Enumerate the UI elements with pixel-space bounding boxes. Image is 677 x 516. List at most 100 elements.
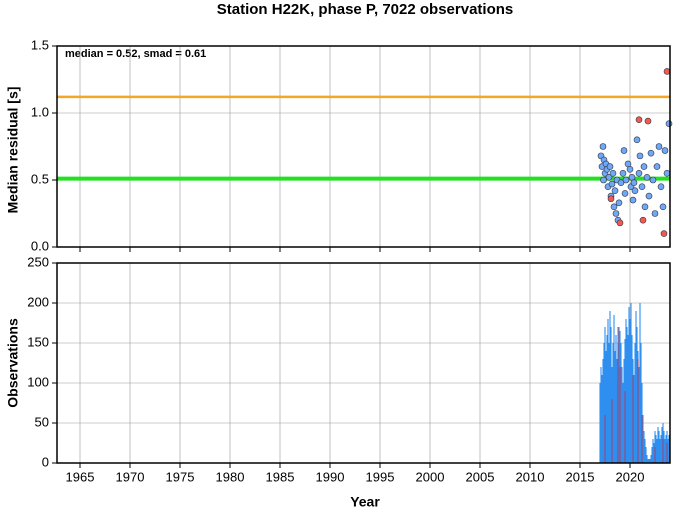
bar: [653, 443, 655, 463]
point: [657, 183, 665, 190]
bar: [606, 335, 608, 463]
bar: [605, 351, 607, 463]
x-tick-label: 2000: [416, 469, 445, 484]
bar: [651, 447, 653, 463]
x-tick-label: 2015: [566, 469, 595, 484]
bar: [662, 439, 664, 463]
bar: [621, 367, 623, 463]
bar: [635, 311, 637, 463]
bar: [667, 439, 669, 463]
point: [643, 174, 651, 181]
point: [599, 143, 607, 150]
bar: [615, 335, 617, 463]
bar: [659, 439, 661, 463]
x-tick-label: 2020: [616, 469, 645, 484]
point: [663, 68, 671, 75]
point: [610, 203, 618, 211]
point: [605, 174, 613, 181]
bar: [668, 435, 670, 463]
plot-frame: [56, 45, 671, 248]
bar: [617, 327, 619, 463]
bar: [644, 439, 646, 463]
bar: [610, 327, 612, 463]
point: [665, 120, 673, 128]
y-tick-label: 50: [35, 414, 49, 429]
bar: [647, 459, 649, 463]
bar: [637, 359, 639, 463]
bar: [639, 303, 641, 463]
point: [608, 180, 616, 188]
bar: [614, 351, 616, 463]
x-tick-label: 1980: [216, 469, 245, 484]
x-tick-label: 1975: [166, 469, 195, 484]
bar: [657, 427, 659, 463]
point: [653, 163, 661, 170]
bar: [609, 311, 611, 463]
point: [660, 230, 668, 237]
bar: [655, 435, 657, 463]
point: [630, 179, 638, 186]
point: [626, 165, 634, 173]
bar: [624, 391, 626, 463]
bar: [623, 359, 625, 463]
bar: [608, 343, 610, 463]
bar: [613, 315, 615, 463]
bar: [641, 415, 643, 463]
point: [635, 170, 643, 177]
bar: [649, 459, 651, 463]
bar: [643, 431, 645, 463]
y-axis-label: Observations: [5, 318, 21, 408]
point: [638, 183, 646, 190]
point: [611, 187, 619, 195]
bar: [625, 319, 627, 463]
x-tick-label: 1990: [316, 469, 345, 484]
point: [612, 210, 620, 217]
bar: [658, 431, 660, 463]
bar: [618, 327, 620, 463]
bar: [664, 439, 666, 463]
bar: [627, 335, 629, 463]
bar: [632, 375, 634, 463]
bar: [619, 367, 621, 463]
bar: [628, 307, 630, 463]
bar: [648, 459, 650, 463]
bar: [607, 319, 609, 463]
annotation: median = 0.52, smad = 0.61: [65, 48, 206, 60]
point: [640, 163, 648, 170]
point: [663, 170, 671, 177]
bar: [603, 343, 605, 463]
bar: [631, 335, 633, 463]
point: [644, 117, 652, 125]
bar: [634, 343, 636, 463]
bar: [638, 367, 640, 463]
y-tick-label: 0.5: [31, 171, 49, 186]
point: [619, 170, 627, 177]
bar: [620, 343, 622, 463]
bar: [640, 343, 642, 463]
plot-frame: [56, 262, 671, 464]
bar: [666, 443, 668, 463]
point: [633, 136, 641, 144]
point: [621, 190, 629, 197]
bar: [626, 327, 628, 463]
point: [606, 163, 614, 170]
bar: [656, 439, 658, 463]
x-tick-label: 1970: [116, 469, 145, 484]
x-tick-label: 1985: [266, 469, 295, 484]
y-tick-label: 1.0: [31, 104, 49, 119]
bar: [654, 447, 656, 463]
chart-title: Station H22K, phase P, 7022 observations: [217, 1, 514, 18]
point: [641, 203, 649, 211]
point: [645, 192, 653, 200]
bar: [612, 343, 614, 463]
point: [617, 179, 625, 186]
y-tick-label: 1.5: [31, 37, 49, 52]
point: [661, 147, 669, 154]
bar: [645, 447, 647, 463]
bar: [611, 399, 613, 463]
point: [622, 176, 630, 184]
point: [615, 199, 623, 207]
bar: [599, 383, 601, 463]
y-tick-label: 0.0: [31, 238, 49, 253]
